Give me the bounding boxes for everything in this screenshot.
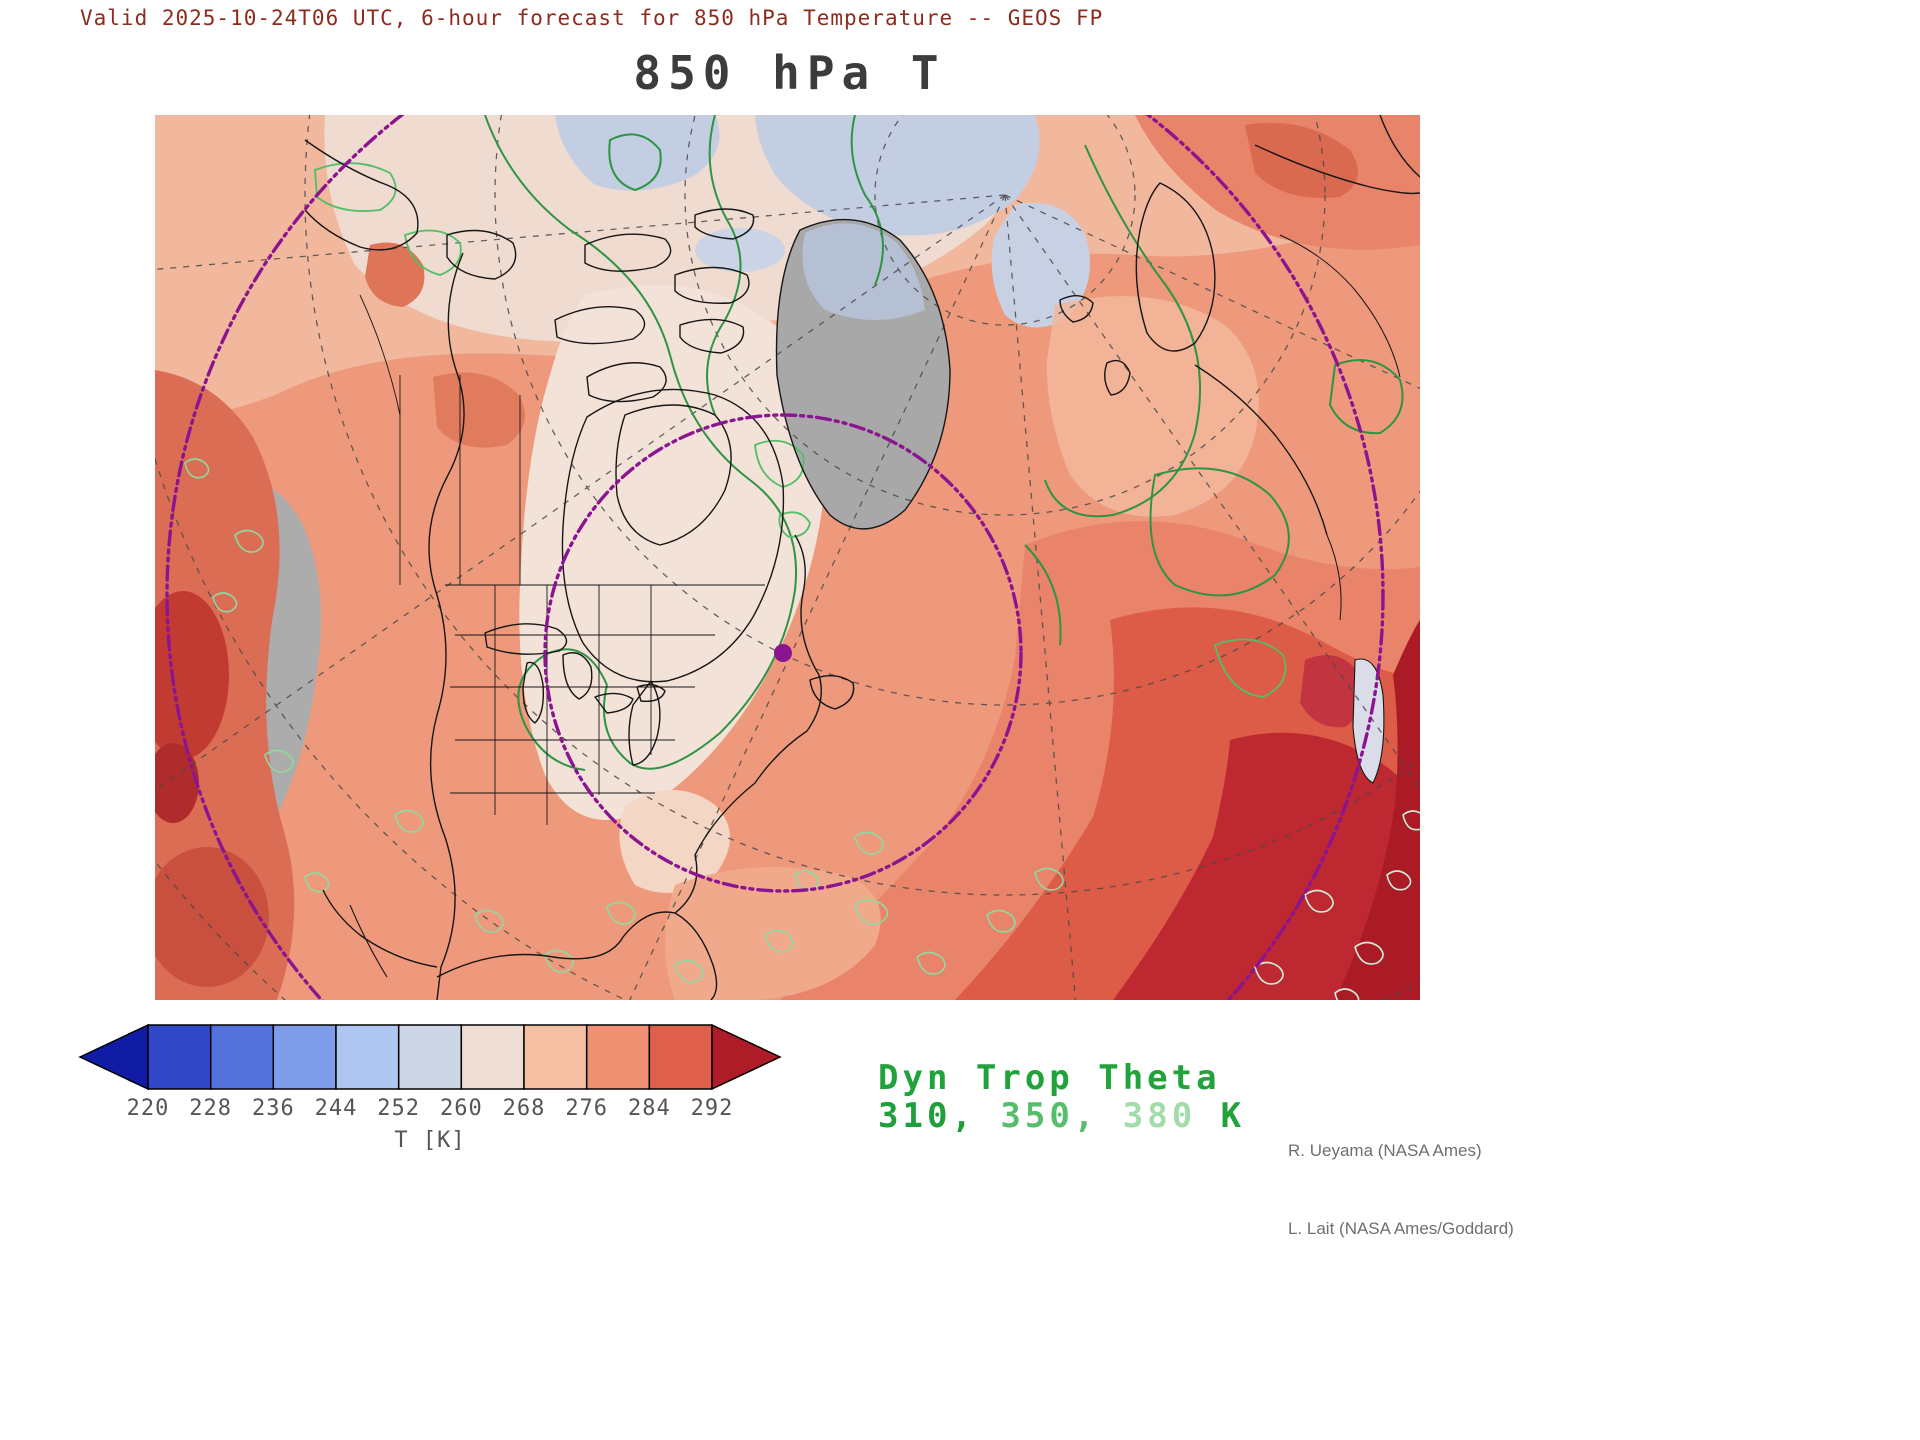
colorbar-unit-label: T [K]	[394, 1128, 466, 1153]
colorbar-segments	[147, 1024, 713, 1090]
credits: R. Ueyama (NASA Ames) L. Lait (NASA Ames…	[1288, 1086, 1514, 1268]
theta-contours-380	[184, 458, 1064, 983]
theta-legend-title: Dyn Trop Theta	[878, 1058, 1221, 1098]
colorbar-tick: 284	[627, 1096, 671, 1121]
colorbar-tick: 260	[439, 1096, 483, 1121]
valid-line: Valid 2025-10-24T06 UTC, 6-hour forecast…	[80, 6, 1104, 30]
colorbar-tick: 268	[502, 1096, 546, 1121]
theta-contours-350	[314, 162, 1287, 698]
theta-separator: ,	[1073, 1096, 1123, 1136]
colorbar-tick: 244	[314, 1096, 358, 1121]
colorbar-tick: 292	[690, 1096, 734, 1121]
theta-value: 310	[878, 1096, 952, 1136]
temperature-fill-layer	[155, 115, 1420, 1000]
graticule-layer	[155, 115, 1420, 1000]
purple-contours	[165, 115, 1385, 1000]
theta-contours-310	[484, 115, 1404, 771]
theta-separator: ,	[951, 1096, 1001, 1136]
colorbar-over-arrow	[711, 1023, 782, 1091]
colorbar-svg	[78, 1023, 782, 1091]
colorbar-tick: 220	[126, 1096, 170, 1121]
colorbar-tick: 236	[251, 1096, 295, 1121]
map-canvas	[155, 115, 1420, 1000]
temperature-map	[155, 115, 1420, 1000]
theta-value: 380	[1122, 1096, 1197, 1136]
colorbar-under-arrow	[78, 1023, 149, 1091]
theta-unit: K	[1196, 1096, 1246, 1136]
coastlines-layer	[304, 115, 1420, 1000]
credit-line-1: R. Ueyama (NASA Ames)	[1288, 1141, 1482, 1160]
theta-value: 350	[1000, 1096, 1074, 1136]
colorbar-tick: 252	[377, 1096, 421, 1121]
colorbar-ticks: 220 228 236 244 252 260 268 276 284 292	[78, 1096, 782, 1124]
theta-legend-values: 310, 350, 380 K	[878, 1096, 1245, 1136]
colorbar	[78, 1022, 782, 1092]
purple-marker-dot	[774, 644, 792, 662]
theta-contours-pale	[1254, 810, 1420, 1000]
colorbar-tick: 276	[565, 1096, 609, 1121]
credit-line-2: L. Lait (NASA Ames/Goddard)	[1288, 1219, 1514, 1238]
page-title: 850 hPa T	[633, 46, 946, 100]
colorbar-tick: 228	[189, 1096, 233, 1121]
